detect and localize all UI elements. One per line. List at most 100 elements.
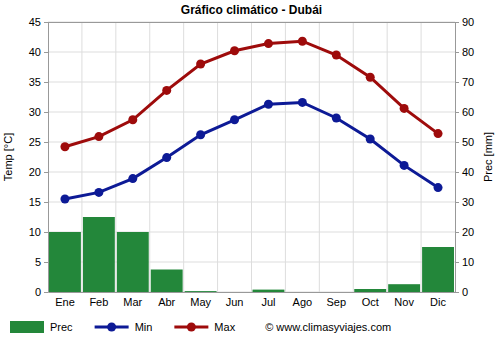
marker [298, 37, 307, 46]
tick: Mar [123, 292, 142, 308]
tick-mark [44, 52, 48, 53]
tick-mark [455, 52, 459, 53]
bar [253, 290, 285, 292]
marker [332, 51, 341, 60]
grid [48, 22, 455, 292]
tick-mark [455, 262, 459, 263]
tick-label: 20 [29, 166, 41, 178]
grid-line-x [421, 22, 422, 292]
tick: 40 [455, 166, 474, 178]
tick: 70 [455, 76, 474, 88]
chart: EneFebMarAbrMayJunJulAgoSepOctNovDic0510… [0, 0, 500, 350]
legend-item: Prec [10, 321, 73, 333]
tick-mark [44, 292, 48, 293]
bar [320, 292, 352, 293]
legend-item: Min [95, 321, 153, 333]
bar [185, 291, 217, 292]
marker [128, 174, 137, 183]
tick-label: 0 [462, 286, 468, 298]
tick-mark [455, 22, 459, 23]
grid-line-x [285, 22, 286, 292]
bar [219, 292, 251, 293]
legend: PrecMinMax© www.climasyviajes.com [10, 321, 391, 333]
tick: 45 [29, 16, 48, 28]
tick: Sep [327, 292, 347, 308]
marker [434, 183, 443, 192]
tick-label: 0 [35, 286, 41, 298]
marker [196, 60, 205, 69]
grid-line-x [149, 22, 150, 292]
marker [366, 73, 375, 82]
tick-label: Ago [293, 296, 313, 308]
tick-label: Dic [430, 296, 446, 308]
grid-line-x [387, 22, 388, 292]
tick-label: Oct [362, 296, 379, 308]
tick: 15 [29, 196, 48, 208]
tick-mark [455, 202, 459, 203]
tick: Dic [430, 292, 446, 308]
tick-mark [44, 82, 48, 83]
tick-label: 40 [29, 46, 41, 58]
legend-marker [107, 323, 116, 332]
marker [60, 142, 69, 151]
marker [162, 153, 171, 162]
marks [49, 37, 454, 292]
bar [83, 217, 115, 292]
tick-mark [455, 172, 459, 173]
tick-label: Nov [394, 296, 414, 308]
frame-top [48, 22, 455, 23]
tick: Ago [293, 292, 313, 308]
tick-label: 50 [462, 136, 474, 148]
y-axis: 0 5 10 15 20 25 30 35 40 45 [29, 16, 49, 298]
grid-line-x [251, 22, 252, 292]
marker [264, 39, 273, 48]
grid-line-x [115, 22, 116, 292]
tick: 0 [455, 286, 468, 298]
tick-label: Mar [123, 296, 142, 308]
axis-line [455, 23, 456, 293]
tick-label: May [190, 296, 211, 308]
tick-label: 90 [462, 16, 474, 28]
tick: 30 [455, 196, 474, 208]
legend-label: Max [214, 321, 235, 333]
x-axis: EneFebMarAbrMayJunJulAgoSepOctNovDic [49, 292, 456, 308]
tick-mark [44, 202, 48, 203]
tick: 5 [35, 256, 48, 268]
tick: 10 [29, 226, 48, 238]
tick-label: Abr [158, 296, 175, 308]
marker [400, 161, 409, 170]
tick-mark [44, 262, 48, 263]
tick-label: 35 [29, 76, 41, 88]
tick-label: 10 [29, 226, 41, 238]
tick: 80 [455, 46, 474, 58]
tick-label: 15 [29, 196, 41, 208]
tick: 20 [455, 226, 474, 238]
tick-mark [44, 22, 48, 23]
grid-line-x [81, 22, 82, 292]
tick-label: 20 [462, 226, 474, 238]
tick-mark [44, 172, 48, 173]
tick: 10 [455, 256, 474, 268]
bar [49, 232, 81, 292]
tick-mark [44, 232, 48, 233]
y-axis-title: Temp [°C] [2, 133, 14, 181]
tick-label: Jun [226, 296, 244, 308]
marker [332, 114, 341, 123]
grid-line-x [217, 22, 218, 292]
tick: Jul [261, 292, 275, 308]
tick: 25 [29, 136, 48, 148]
bar [286, 292, 318, 293]
marker [264, 100, 273, 109]
y2-axis: 0102030405060708090 [455, 16, 474, 298]
title: Gráfico climático - Dubái [181, 3, 322, 17]
tick-mark [455, 232, 459, 233]
tick-mark [455, 112, 459, 113]
tick: Oct [362, 292, 379, 308]
legend-swatch [10, 321, 44, 333]
tick: Nov [394, 292, 414, 308]
bar [354, 289, 386, 292]
tick: Jun [226, 292, 244, 308]
tick-label: 70 [462, 76, 474, 88]
tick-label: 30 [29, 106, 41, 118]
grid-line-y [48, 22, 455, 23]
